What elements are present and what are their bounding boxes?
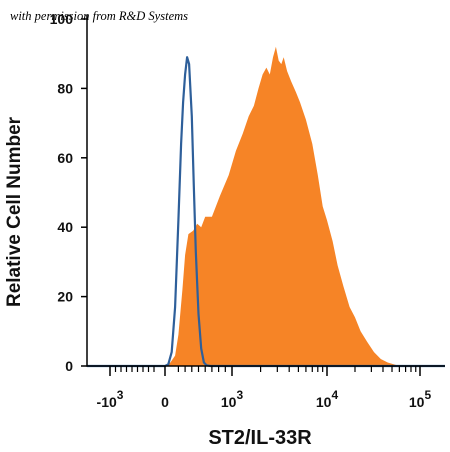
y-tick-label: 80 — [57, 80, 73, 96]
x-tick-label: 0 — [161, 394, 169, 410]
x-tick-label: 103 — [221, 388, 244, 410]
y-tick-label: 0 — [65, 358, 73, 374]
x-tick-label: 104 — [316, 388, 339, 410]
y-tick-label: 20 — [57, 289, 73, 305]
plot-area — [87, 46, 445, 368]
control-histogram-line — [87, 56, 445, 368]
tick-labels: 0 20 40 60 80 100 -103 0 103 104 105 — [50, 11, 432, 410]
x-axis-label: ST2/IL-33R — [208, 427, 312, 449]
x-tick-label: -103 — [97, 388, 124, 410]
y-tick-label: 40 — [57, 219, 73, 235]
x-tick-label: 105 — [409, 388, 432, 410]
y-tick-label: 60 — [57, 150, 73, 166]
y-axis-label: Relative Cell Number — [4, 116, 25, 307]
filled-histogram-series — [87, 46, 445, 367]
axes — [81, 15, 445, 376]
y-tick-label: 100 — [50, 11, 74, 27]
credit-text: with permission from R&D Systems — [10, 9, 188, 23]
